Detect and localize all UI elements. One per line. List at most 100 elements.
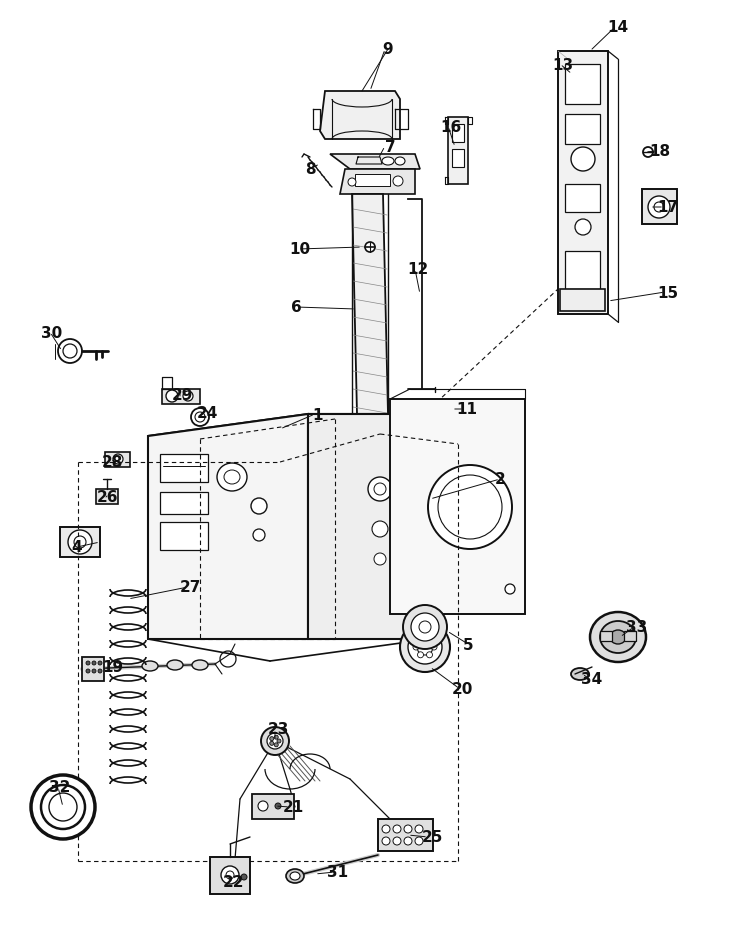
Ellipse shape (221, 866, 239, 884)
Ellipse shape (241, 874, 247, 880)
Ellipse shape (86, 662, 90, 665)
Text: 21: 21 (282, 800, 304, 815)
Ellipse shape (427, 652, 433, 658)
Bar (560, 289, 605, 311)
Text: 32: 32 (50, 780, 70, 795)
Bar (378, 819, 433, 851)
Ellipse shape (253, 529, 265, 542)
Text: 8: 8 (304, 163, 315, 177)
Text: 9: 9 (382, 43, 393, 57)
Text: 13: 13 (553, 57, 574, 72)
Ellipse shape (98, 669, 102, 673)
Text: 6: 6 (291, 300, 302, 315)
Ellipse shape (415, 825, 423, 833)
Ellipse shape (408, 630, 442, 664)
Ellipse shape (451, 403, 465, 417)
Ellipse shape (575, 220, 591, 236)
Bar (82, 657, 104, 682)
Polygon shape (320, 92, 400, 140)
Ellipse shape (382, 825, 390, 833)
Ellipse shape (360, 418, 380, 427)
Ellipse shape (365, 243, 375, 252)
Text: 5: 5 (463, 637, 473, 652)
Ellipse shape (86, 669, 90, 673)
Ellipse shape (403, 605, 447, 649)
Polygon shape (448, 118, 468, 185)
Text: 16: 16 (440, 119, 461, 134)
Ellipse shape (404, 837, 412, 845)
Ellipse shape (400, 623, 450, 672)
Ellipse shape (270, 737, 274, 741)
Ellipse shape (286, 869, 304, 883)
Ellipse shape (142, 662, 158, 671)
Bar (600, 631, 612, 642)
Polygon shape (558, 52, 608, 315)
Ellipse shape (217, 464, 247, 491)
Ellipse shape (368, 478, 392, 502)
Ellipse shape (113, 454, 123, 465)
Text: 24: 24 (196, 405, 217, 420)
Ellipse shape (92, 669, 96, 673)
Ellipse shape (428, 466, 512, 549)
Text: 29: 29 (171, 387, 193, 402)
Ellipse shape (438, 475, 502, 540)
Ellipse shape (600, 622, 636, 653)
Ellipse shape (419, 622, 431, 633)
Ellipse shape (411, 613, 439, 642)
Bar (160, 523, 208, 550)
Text: 7: 7 (385, 139, 395, 154)
Text: 12: 12 (407, 262, 429, 277)
Ellipse shape (98, 662, 102, 665)
Bar (565, 65, 600, 105)
Text: 23: 23 (267, 722, 289, 737)
Text: 28: 28 (101, 455, 123, 470)
Ellipse shape (505, 585, 515, 594)
Ellipse shape (352, 414, 388, 430)
Bar (642, 189, 677, 225)
Text: 25: 25 (422, 829, 442, 844)
Text: 15: 15 (658, 286, 679, 300)
Text: 34: 34 (581, 672, 603, 686)
Bar (565, 251, 600, 289)
Ellipse shape (404, 825, 412, 833)
Ellipse shape (195, 412, 205, 423)
Polygon shape (352, 195, 388, 414)
Ellipse shape (192, 661, 208, 670)
Polygon shape (330, 155, 420, 169)
Ellipse shape (49, 793, 77, 822)
Text: 2: 2 (495, 472, 506, 487)
Bar (624, 631, 636, 642)
Text: 22: 22 (222, 875, 244, 889)
Text: 11: 11 (457, 402, 478, 417)
Ellipse shape (251, 499, 267, 514)
Ellipse shape (92, 662, 96, 665)
Bar (160, 492, 208, 514)
Text: 31: 31 (328, 864, 349, 880)
Ellipse shape (590, 612, 646, 663)
Ellipse shape (427, 637, 433, 643)
Polygon shape (308, 414, 430, 640)
Ellipse shape (393, 177, 403, 187)
Polygon shape (340, 169, 415, 195)
Ellipse shape (258, 802, 268, 811)
Ellipse shape (571, 668, 589, 681)
Ellipse shape (41, 785, 85, 829)
Text: 33: 33 (626, 620, 647, 635)
Polygon shape (96, 489, 118, 505)
Ellipse shape (374, 484, 386, 495)
Text: 10: 10 (290, 242, 310, 257)
Ellipse shape (270, 742, 274, 745)
Ellipse shape (417, 640, 433, 655)
Ellipse shape (31, 775, 95, 839)
Ellipse shape (382, 158, 394, 166)
Ellipse shape (191, 408, 209, 426)
Text: 27: 27 (179, 580, 201, 595)
Ellipse shape (167, 661, 183, 670)
Polygon shape (162, 389, 200, 405)
Bar (355, 175, 390, 187)
Ellipse shape (58, 340, 82, 364)
Text: 20: 20 (452, 682, 472, 697)
Ellipse shape (610, 630, 626, 645)
Ellipse shape (418, 637, 424, 643)
Ellipse shape (395, 158, 405, 166)
